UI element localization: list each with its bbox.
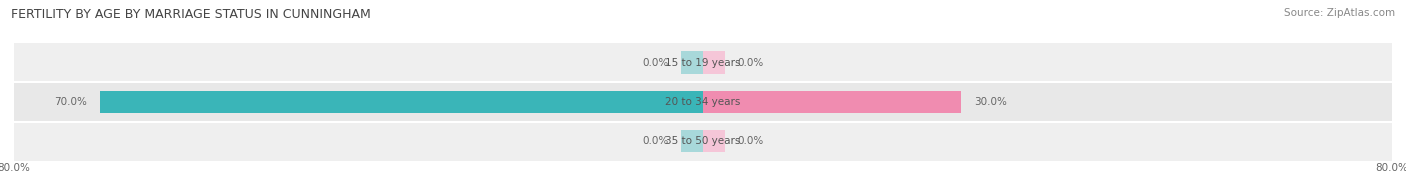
Bar (682, 51, 703, 74)
Bar (14, 122, 1392, 161)
Text: FERTILITY BY AGE BY MARRIAGE STATUS IN CUNNINGHAM: FERTILITY BY AGE BY MARRIAGE STATUS IN C… (11, 8, 371, 21)
Bar (703, 130, 724, 152)
Text: 30.0%: 30.0% (974, 97, 1007, 107)
Bar (703, 91, 962, 113)
Text: 35 to 50 years: 35 to 50 years (665, 136, 741, 146)
Bar (682, 130, 703, 152)
Text: 0.0%: 0.0% (738, 58, 763, 68)
Text: Source: ZipAtlas.com: Source: ZipAtlas.com (1284, 8, 1395, 18)
Text: 0.0%: 0.0% (738, 136, 763, 146)
Text: 70.0%: 70.0% (55, 97, 87, 107)
Bar (703, 51, 724, 74)
Text: 0.0%: 0.0% (643, 136, 669, 146)
Text: 20 to 34 years: 20 to 34 years (665, 97, 741, 107)
Text: 0.0%: 0.0% (643, 58, 669, 68)
Bar (14, 82, 1392, 122)
Bar (14, 43, 1392, 82)
Bar (100, 91, 703, 113)
Text: 15 to 19 years: 15 to 19 years (665, 58, 741, 68)
